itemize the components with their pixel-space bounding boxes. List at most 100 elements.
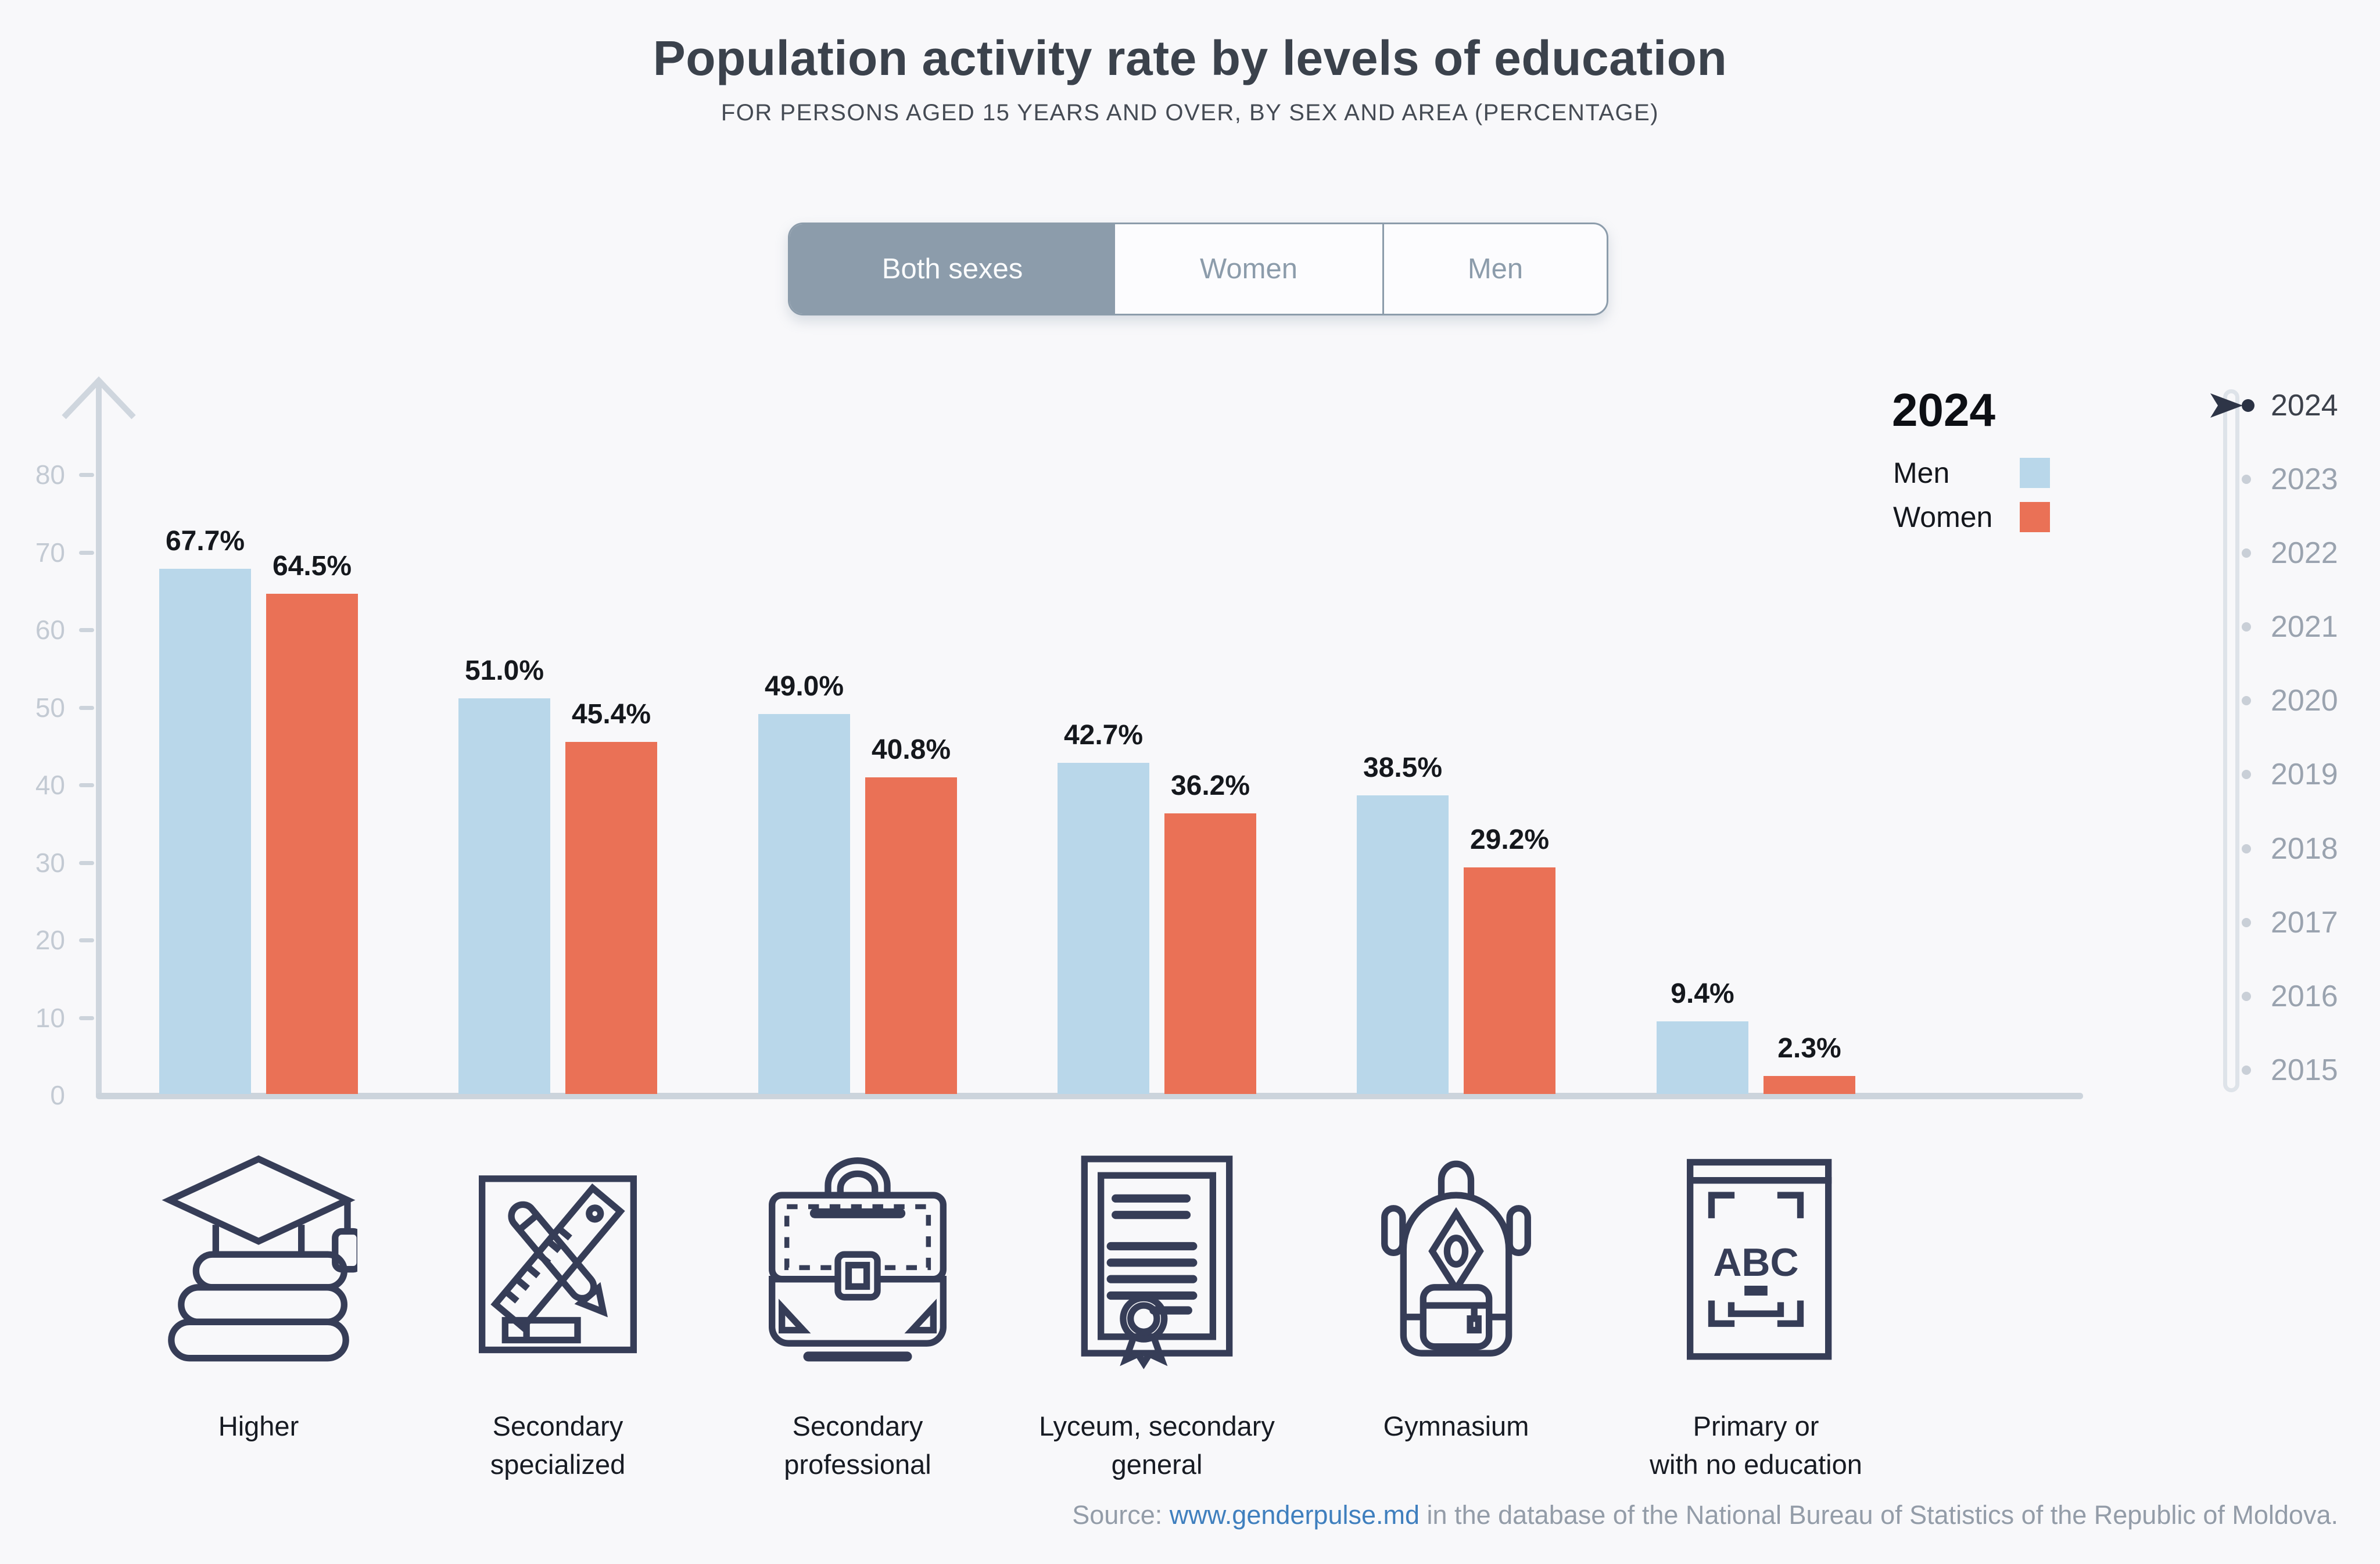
bar-men-secondary-specialized[interactable]: 51.0% bbox=[458, 655, 550, 1094]
bar-value-label: 42.7% bbox=[1063, 720, 1144, 751]
y-tick-mark bbox=[79, 628, 94, 632]
y-tick-mark bbox=[79, 551, 94, 555]
page-title: Population activity rate by levels of ed… bbox=[653, 31, 1727, 85]
bar-value-label: 40.8% bbox=[871, 734, 951, 766]
bar-men-higher[interactable]: 67.7% bbox=[159, 526, 251, 1094]
year-dot bbox=[2242, 696, 2251, 705]
bar-value-label: 64.5% bbox=[272, 550, 352, 582]
category-label-lyceum: Lyceum, secondary general bbox=[1039, 1411, 1275, 1480]
bar-value-label: 36.2% bbox=[1170, 770, 1250, 801]
y-tick-80: 80 bbox=[35, 460, 65, 490]
timeline-year-2015[interactable]: 2015 bbox=[2242, 1052, 2338, 1089]
y-tick-70: 70 bbox=[35, 537, 65, 568]
legend-item-women: Women bbox=[1893, 500, 2050, 534]
bar-value-label: 45.4% bbox=[571, 698, 651, 730]
year-dot bbox=[2242, 770, 2251, 779]
bar-women-higher[interactable]: 64.5% bbox=[266, 551, 358, 1094]
ruler-pencil-icon bbox=[459, 1140, 657, 1372]
bar-men-secondary-professional[interactable]: 49.0% bbox=[758, 671, 850, 1094]
bar-value-label: 9.4% bbox=[1671, 978, 1734, 1009]
bar-women-secondary-professional[interactable]: 40.8% bbox=[865, 734, 957, 1094]
year-label: 2015 bbox=[2271, 1053, 2338, 1087]
timeline-year-2017[interactable]: 2017 bbox=[2242, 904, 2338, 941]
timeline-year-2018[interactable]: 2018 bbox=[2242, 830, 2338, 867]
toggle-option-men[interactable]: Men bbox=[1467, 253, 1524, 285]
year-label: 2024 bbox=[2271, 389, 2338, 422]
abc-book-icon: ABC bbox=[1657, 1140, 1855, 1372]
bar-women-secondary-specialized[interactable]: 45.4% bbox=[565, 699, 657, 1094]
year-dot bbox=[2242, 1066, 2251, 1075]
year-dot bbox=[2242, 548, 2251, 558]
timeline-year-2020[interactable]: 2020 bbox=[2242, 682, 2338, 719]
year-label: 2021 bbox=[2271, 610, 2338, 644]
graduation-cap-books-icon bbox=[160, 1140, 363, 1372]
year-slider-track[interactable] bbox=[2223, 389, 2239, 1092]
page-subtitle: FOR PERSONS AGED 15 YEARS AND OVER, BY S… bbox=[721, 100, 1659, 125]
bar-men-lyceum[interactable]: 42.7% bbox=[1058, 720, 1149, 1094]
year-label: 2020 bbox=[2271, 684, 2338, 718]
legend-year-title: 2024 bbox=[1892, 384, 1995, 436]
bar-value-label: 29.2% bbox=[1469, 824, 1550, 856]
sex-filter-toggle: Both sexes Women Men bbox=[788, 223, 1608, 315]
men-color-swatch bbox=[2020, 458, 2050, 488]
timeline-year-2024[interactable]: 2024 bbox=[2242, 387, 2338, 424]
bar-value-label: 49.0% bbox=[764, 670, 844, 702]
y-tick-50: 50 bbox=[35, 693, 65, 723]
women-color-swatch bbox=[2020, 502, 2050, 532]
x-axis-baseline bbox=[96, 1093, 2083, 1099]
bar-women-primary[interactable]: 2.3% bbox=[1764, 1033, 1855, 1094]
diploma-icon bbox=[1058, 1140, 1256, 1372]
year-dot bbox=[2242, 475, 2251, 484]
y-tick-mark bbox=[79, 473, 94, 477]
year-dot bbox=[2242, 844, 2251, 853]
year-dot bbox=[2242, 918, 2251, 927]
bar-value-label: 51.0% bbox=[464, 655, 544, 687]
y-tick-10: 10 bbox=[35, 1003, 65, 1033]
source-link[interactable]: www.genderpulse.md bbox=[1169, 1500, 1420, 1530]
backpack-icon bbox=[1357, 1140, 1555, 1372]
year-label: 2017 bbox=[2271, 906, 2338, 939]
y-tick-40: 40 bbox=[35, 770, 65, 800]
year-label: 2018 bbox=[2271, 832, 2338, 866]
y-tick-mark bbox=[79, 938, 94, 942]
y-tick-mark bbox=[79, 861, 94, 865]
briefcase-icon bbox=[759, 1140, 956, 1372]
year-label: 2019 bbox=[2271, 758, 2338, 791]
timeline-year-2021[interactable]: 2021 bbox=[2242, 608, 2338, 645]
year-label: 2022 bbox=[2271, 536, 2338, 570]
y-tick-mark bbox=[79, 1016, 94, 1020]
year-slider-cursor-icon[interactable] bbox=[2210, 393, 2243, 418]
bar-women-gymnasium[interactable]: 29.2% bbox=[1464, 824, 1555, 1094]
category-label-gymnasium: Gymnasium bbox=[1383, 1411, 1529, 1441]
year-dot bbox=[2242, 622, 2251, 632]
y-tick-30: 30 bbox=[35, 848, 65, 878]
toggle-option-women[interactable]: Women bbox=[1115, 224, 1384, 314]
category-label-primary: Primary or with no education bbox=[1650, 1411, 1862, 1480]
source-line: Source: www.genderpulse.md in the databa… bbox=[1072, 1500, 2338, 1530]
y-tick-0: 0 bbox=[50, 1080, 65, 1110]
category-label-higher: Higher bbox=[218, 1411, 299, 1441]
bar-value-label: 38.5% bbox=[1363, 752, 1443, 783]
bar-men-primary[interactable]: 9.4% bbox=[1657, 978, 1748, 1094]
y-tick-60: 60 bbox=[35, 615, 65, 645]
year-label: 2016 bbox=[2271, 980, 2338, 1013]
toggle-option-both-sexes[interactable]: Both sexes bbox=[790, 224, 1115, 314]
legend-label-men: Men bbox=[1893, 457, 1950, 489]
bar-value-label: 67.7% bbox=[165, 526, 245, 557]
svg-text:ABC: ABC bbox=[1713, 1240, 1798, 1285]
source-prefix: Source: bbox=[1072, 1500, 1170, 1530]
year-dot bbox=[2242, 399, 2254, 412]
year-label: 2023 bbox=[2271, 462, 2338, 496]
y-tick-20: 20 bbox=[35, 925, 65, 955]
bar-men-gymnasium[interactable]: 38.5% bbox=[1357, 752, 1449, 1094]
timeline-year-2019[interactable]: 2019 bbox=[2242, 756, 2338, 793]
timeline-year-2023[interactable]: 2023 bbox=[2242, 461, 2338, 498]
bar-women-lyceum[interactable]: 36.2% bbox=[1164, 770, 1256, 1094]
y-tick-mark bbox=[79, 783, 94, 787]
timeline-year-2016[interactable]: 2016 bbox=[2242, 978, 2338, 1015]
legend-item-men: Men bbox=[1893, 456, 2050, 490]
timeline-year-2022[interactable]: 2022 bbox=[2242, 535, 2338, 572]
legend-label-women: Women bbox=[1893, 501, 1993, 533]
category-label-secondary-specialized: Secondary specialized bbox=[490, 1411, 626, 1480]
